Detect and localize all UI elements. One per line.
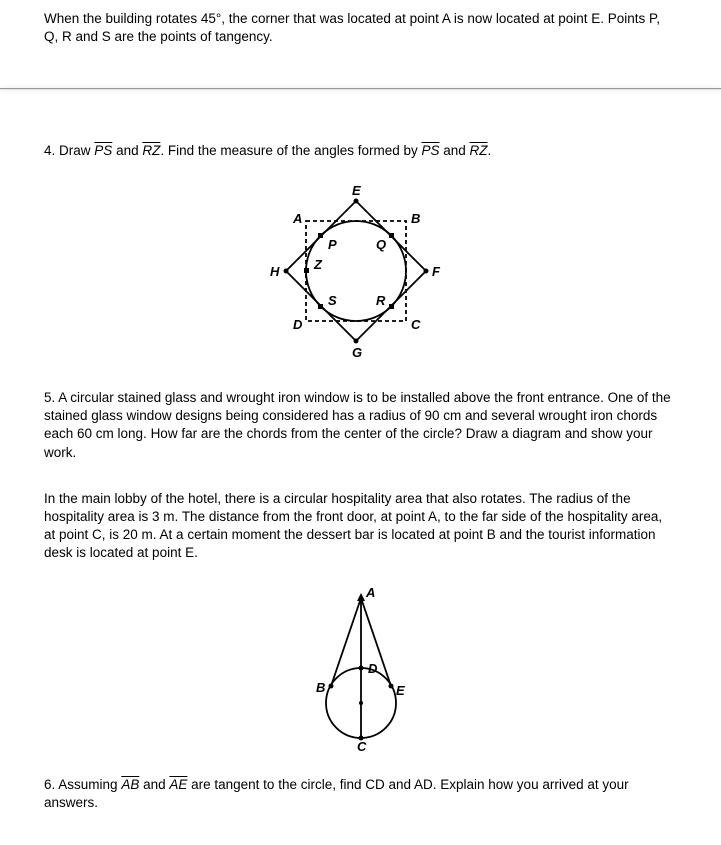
svg-text:Q: Q (376, 237, 386, 252)
q4-seg-rz: RZ (142, 143, 160, 158)
question-6-text: 6. Assuming AB and AE are tangent to the… (44, 776, 677, 812)
svg-text:F: F (432, 264, 441, 279)
question-4-block: 4. Draw PS and RZ. Find the measure of t… (0, 128, 721, 840)
q6-text-a: Assuming (58, 777, 121, 792)
svg-text:H: H (270, 264, 280, 279)
svg-text:G: G (352, 345, 362, 360)
q4-text-a: Draw (59, 143, 94, 158)
lobby-text: In the main lobby of the hotel, there is… (44, 490, 677, 563)
svg-text:A: A (365, 585, 375, 600)
question-4-text: 4. Draw PS and RZ. Find the measure of t… (44, 142, 677, 160)
svg-text:Z: Z (313, 257, 323, 272)
svg-text:C: C (357, 739, 367, 753)
q4-seg-ps2: PS (421, 143, 439, 158)
svg-text:E: E (396, 683, 405, 698)
q4-text-d: and (440, 143, 470, 158)
q6-seg-ab: AB (121, 777, 139, 792)
q4-seg-ps: PS (94, 143, 112, 158)
q6-seg-ae: AE (169, 777, 187, 792)
q5-number: 5. (44, 390, 55, 405)
svg-text:C: C (411, 317, 421, 332)
svg-text:D: D (368, 661, 378, 676)
svg-text:B: B (411, 211, 420, 226)
q4-text-b: and (112, 143, 142, 158)
diagram-1: A B C D E F G H P Q R S Z (44, 181, 677, 371)
q6-text-b: and (139, 777, 169, 792)
intro-block: When the building rotates 45°, the corne… (0, 0, 721, 66)
svg-text:R: R (376, 293, 386, 308)
q5-body: A circular stained glass and wrought iro… (44, 390, 671, 460)
svg-text:A: A (292, 211, 302, 226)
q4-number: 4. (44, 143, 55, 158)
svg-text:B: B (316, 680, 325, 695)
svg-text:P: P (328, 237, 337, 252)
q4-seg-rz2: RZ (470, 143, 488, 158)
svg-text:D: D (293, 317, 303, 332)
q6-number: 6. (44, 777, 55, 792)
svg-text:E: E (352, 183, 361, 198)
question-5-text: 5. A circular stained glass and wrought … (44, 389, 677, 462)
intro-text: When the building rotates 45°, the corne… (44, 10, 677, 46)
section-separator (0, 88, 721, 90)
q4-text-e: . (488, 143, 492, 158)
svg-text:S: S (328, 293, 337, 308)
diagram-2: A B E D C (44, 583, 677, 758)
q4-text-c: . Find the measure of the angles formed … (160, 143, 421, 158)
